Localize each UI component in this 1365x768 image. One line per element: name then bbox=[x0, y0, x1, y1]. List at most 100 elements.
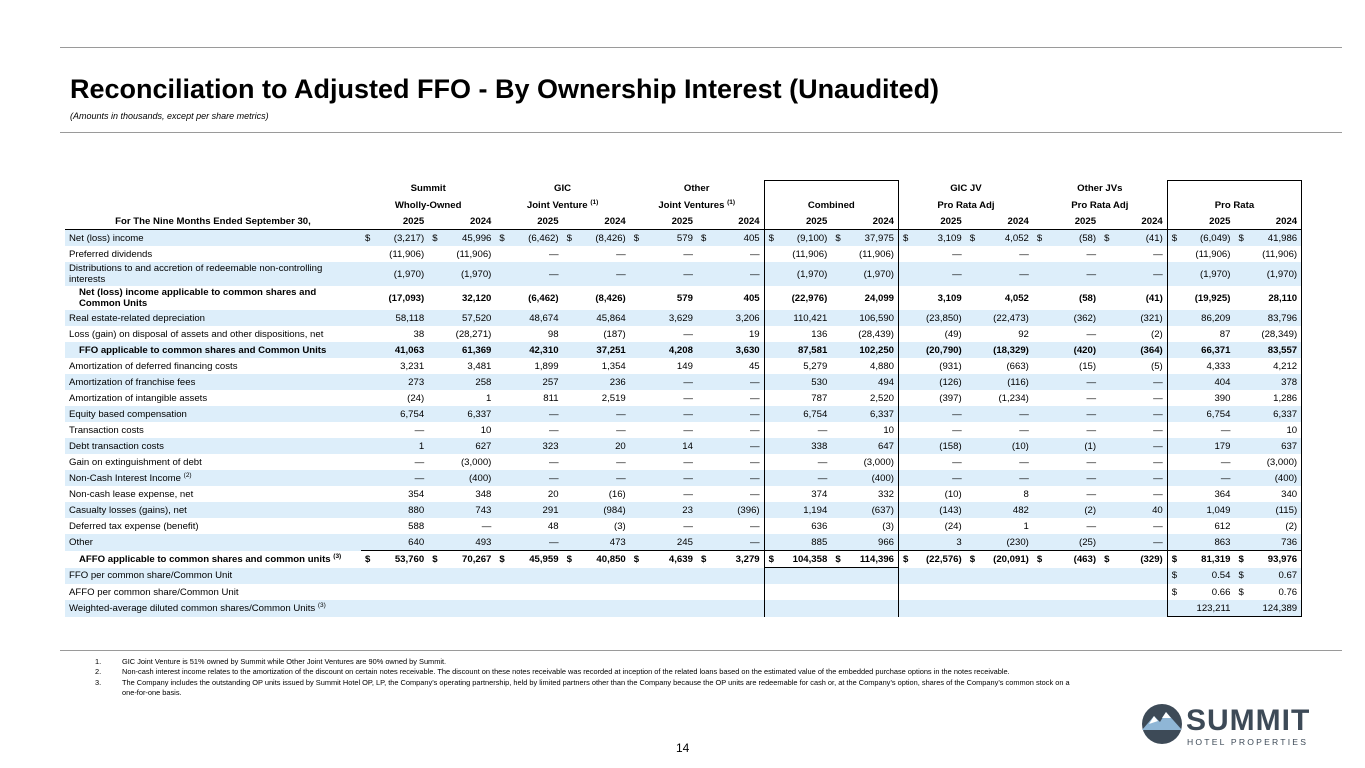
value-cell: (2) bbox=[1032, 502, 1101, 518]
footnote-ref: (3) bbox=[333, 552, 342, 560]
value-wrap: 6,337 bbox=[835, 409, 894, 420]
value: (116) bbox=[1007, 376, 1029, 388]
value-cell: — bbox=[361, 454, 428, 470]
row-label: Equity based compensation bbox=[65, 406, 361, 422]
row-label-text: Casualty losses (gains), net bbox=[69, 504, 187, 516]
value: (24) bbox=[407, 392, 425, 404]
value: (22,976) bbox=[791, 292, 828, 304]
value-wrap: — bbox=[701, 269, 760, 280]
value-cell bbox=[1032, 600, 1101, 617]
data-row: Net (loss) income $ (3,217) $45,996 $ (6,462)… bbox=[65, 229, 1303, 246]
value: (663) bbox=[1006, 360, 1029, 372]
value-wrap: — bbox=[701, 377, 760, 388]
value-cell: 6,754 bbox=[1166, 406, 1235, 422]
value: — bbox=[750, 536, 760, 548]
group-bottom-text: Joint Ventures bbox=[658, 199, 725, 211]
value-cell: 3,231 bbox=[361, 358, 428, 374]
currency-symbol: $ bbox=[1238, 586, 1244, 598]
value-wrap: 41,063 bbox=[365, 345, 424, 356]
value-cell: $ (9,100) bbox=[763, 229, 832, 246]
value-cell: 612 bbox=[1166, 518, 1235, 534]
value: — bbox=[616, 456, 626, 468]
value-wrap: (931) bbox=[903, 361, 961, 372]
value-cell bbox=[831, 567, 900, 584]
year-header: 2024 bbox=[831, 213, 900, 230]
value-cell bbox=[898, 567, 966, 584]
value-cell: — bbox=[495, 470, 563, 486]
group-top: GIC bbox=[495, 181, 629, 198]
value-wrap: (22,473) bbox=[970, 313, 1029, 324]
value: — bbox=[548, 472, 559, 484]
value-cell: 123,211 bbox=[1166, 600, 1235, 617]
value-cell: 20 bbox=[562, 438, 630, 454]
data-row: Amortization of intangible assets (24) 1 81… bbox=[65, 390, 1303, 406]
data-row: Casualty losses (gains), net 880 743 291 (98… bbox=[65, 502, 1303, 518]
value: 98 bbox=[547, 328, 559, 340]
value-wrap: (3,000) bbox=[432, 457, 491, 468]
value: (16) bbox=[608, 488, 626, 500]
value-wrap: — bbox=[567, 473, 626, 484]
value: 6,337 bbox=[869, 408, 894, 420]
value: 787 bbox=[811, 392, 828, 404]
value: (5) bbox=[1151, 360, 1163, 372]
value-wrap: — bbox=[701, 473, 760, 484]
value: — bbox=[1086, 488, 1097, 500]
value-cell: 6,337 bbox=[831, 406, 900, 422]
value: 1,194 bbox=[803, 504, 828, 516]
currency-symbol: $ bbox=[768, 553, 774, 565]
value-wrap: $4,639 bbox=[634, 554, 693, 565]
value-wrap: — bbox=[1037, 489, 1096, 500]
value: 2,520 bbox=[869, 392, 894, 404]
value-cell: (6,462) bbox=[495, 286, 562, 310]
row-label-text: Amortization of deferred financing costs bbox=[69, 360, 238, 372]
value-cell: (230) bbox=[965, 534, 1033, 551]
value: (25) bbox=[1079, 536, 1097, 548]
value-wrap: 1,354 bbox=[567, 361, 626, 372]
value: 332 bbox=[877, 488, 894, 500]
group-top bbox=[1166, 180, 1303, 197]
year-header: 2024 bbox=[1100, 213, 1168, 230]
value-wrap: 4,052 bbox=[970, 293, 1029, 304]
value: — bbox=[1153, 248, 1163, 260]
value-cell: — bbox=[1033, 422, 1100, 438]
value-wrap: (11,906) bbox=[769, 249, 827, 260]
value-wrap: $45,996 bbox=[432, 233, 491, 244]
value-cell: 4,212 bbox=[1234, 358, 1303, 374]
value: 32,120 bbox=[462, 292, 492, 304]
value-cell bbox=[763, 567, 832, 584]
value-cell: 28,110 bbox=[1234, 286, 1303, 310]
group-top-text: Other JVs bbox=[1077, 183, 1123, 195]
value-cell: — bbox=[562, 470, 630, 486]
value-cell: (1,970) bbox=[361, 262, 429, 286]
year-header: 2024 bbox=[428, 213, 496, 230]
value-wrap: (637) bbox=[835, 505, 894, 516]
value-cell: 32,120 bbox=[428, 286, 495, 310]
value-wrap: — bbox=[903, 473, 962, 484]
group-bottom: Pro Rata Adj bbox=[899, 197, 1033, 213]
value: (1,970) bbox=[1200, 268, 1231, 280]
value-wrap: — bbox=[634, 393, 693, 404]
value: 390 bbox=[1214, 392, 1231, 404]
value: (3) bbox=[614, 520, 626, 532]
value-cell: 245 bbox=[629, 534, 697, 551]
currency-symbol: $ bbox=[1171, 232, 1178, 244]
value-cell: — bbox=[630, 246, 697, 262]
value-cell: $4,639 bbox=[629, 550, 697, 568]
value-wrap: (11,906) bbox=[432, 249, 491, 260]
value: (20,091) bbox=[993, 553, 1029, 565]
data-row: FFO applicable to common shares and Comm… bbox=[65, 342, 1303, 358]
value: — bbox=[1086, 376, 1097, 388]
value-cell: 627 bbox=[428, 438, 496, 454]
value: — bbox=[750, 440, 760, 452]
value: 258 bbox=[475, 376, 492, 388]
value: 743 bbox=[475, 504, 492, 516]
value-wrap: (158) bbox=[903, 441, 961, 452]
value-wrap: (28,349) bbox=[1238, 329, 1297, 340]
row-label: Deferred tax expense (benefit) bbox=[65, 518, 361, 534]
value-cell: 354 bbox=[361, 486, 428, 502]
value-wrap: $45,959 bbox=[499, 554, 558, 565]
value-wrap: — bbox=[1104, 489, 1163, 500]
value: — bbox=[750, 392, 760, 404]
row-label-text: Non-Cash Interest Income bbox=[69, 472, 181, 484]
